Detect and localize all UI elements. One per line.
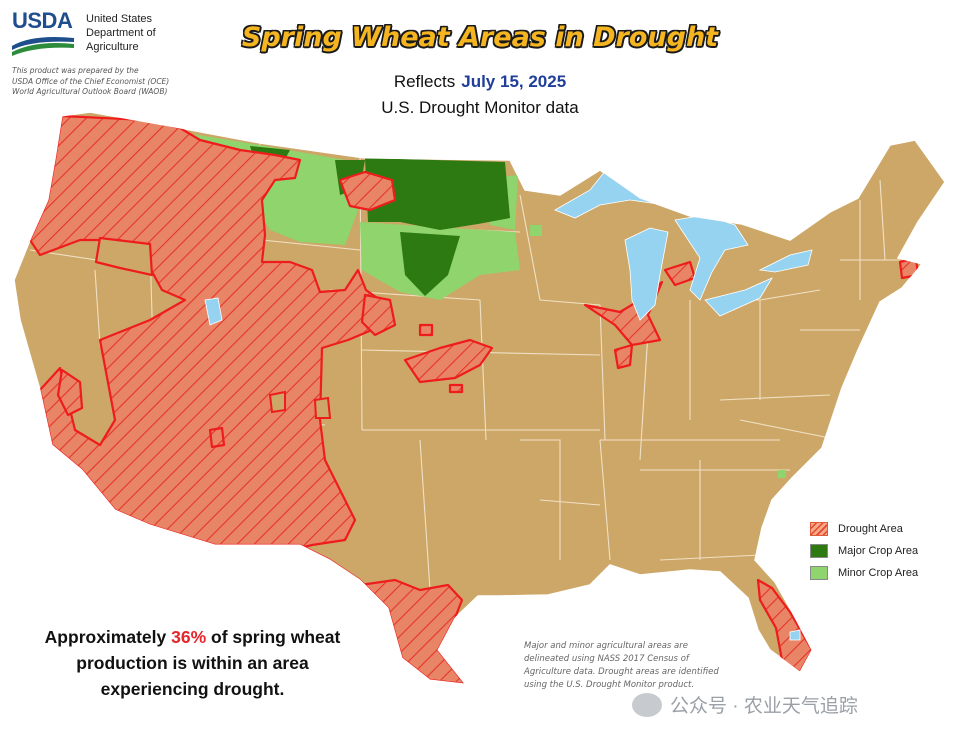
legend-item-drought: Drought Area <box>810 518 918 540</box>
legend-label-major-crop: Major Crop Area <box>838 545 919 557</box>
usda-agency-name: United States Department of Agriculture <box>86 12 156 54</box>
statement-before: Approximately <box>44 627 172 647</box>
agency-line-3: Agriculture <box>86 41 139 53</box>
wechat-icon <box>632 692 662 717</box>
lake-erie <box>704 277 773 317</box>
prepared-line-2: USDA Office of the Chief Economist (OCE) <box>12 76 170 86</box>
methodology-note: Major and minor agricultural areas are d… <box>524 641 719 690</box>
legend-item-minor-crop: Minor Crop Area <box>810 562 918 584</box>
statement-percent: 36% <box>171 627 207 647</box>
usda-logo-landscape-icon <box>12 37 74 56</box>
prepared-line-1: This product was prepared by the <box>12 66 139 75</box>
lake-michigan <box>624 227 669 321</box>
map-title: Spring Wheat Areas in Drought <box>241 22 719 53</box>
prepared-by-note: This product was prepared by the USDA Of… <box>12 66 169 98</box>
agency-line-1: United States <box>86 13 153 25</box>
watermark-text: 公众号 · 农业天气追踪 <box>670 696 858 717</box>
lake-okeechobee <box>789 629 801 641</box>
great-salt-lake <box>204 297 223 326</box>
map-legend: Drought Area Major Crop Area Minor Crop … <box>810 518 918 584</box>
usda-logo: USDA <box>12 10 74 56</box>
statement-after: of spring wheat production is within an … <box>76 627 341 699</box>
agency-line-2: Department of <box>86 27 156 39</box>
legend-label-minor-crop: Minor Crop Area <box>838 567 919 579</box>
drought-statement: Approximately 36% of spring wheat produc… <box>20 624 365 702</box>
drought-swatch <box>810 522 828 536</box>
wechat-watermark: 公众号 · 农业天气追踪 <box>632 691 858 718</box>
legend-label-drought: Drought Area <box>838 523 903 535</box>
prepared-line-3: World Agricultural Outlook Board (WAOB) <box>12 87 168 96</box>
reflects-line: Reflects July 15, 2025 <box>0 72 960 92</box>
usda-logo-text: USDA <box>12 8 73 33</box>
reflects-date: July 15, 2025 <box>461 72 567 91</box>
drought-areas <box>28 114 920 684</box>
map-subtitle: U.S. Drought Monitor data <box>381 98 579 117</box>
reflects-prefix: Reflects <box>393 72 456 91</box>
lake-ontario <box>758 249 813 273</box>
legend-item-major-crop: Major Crop Area <box>810 540 918 562</box>
major-crop-swatch <box>810 544 828 558</box>
non-drought-interior <box>268 390 332 419</box>
minor-crop-swatch <box>810 566 828 580</box>
